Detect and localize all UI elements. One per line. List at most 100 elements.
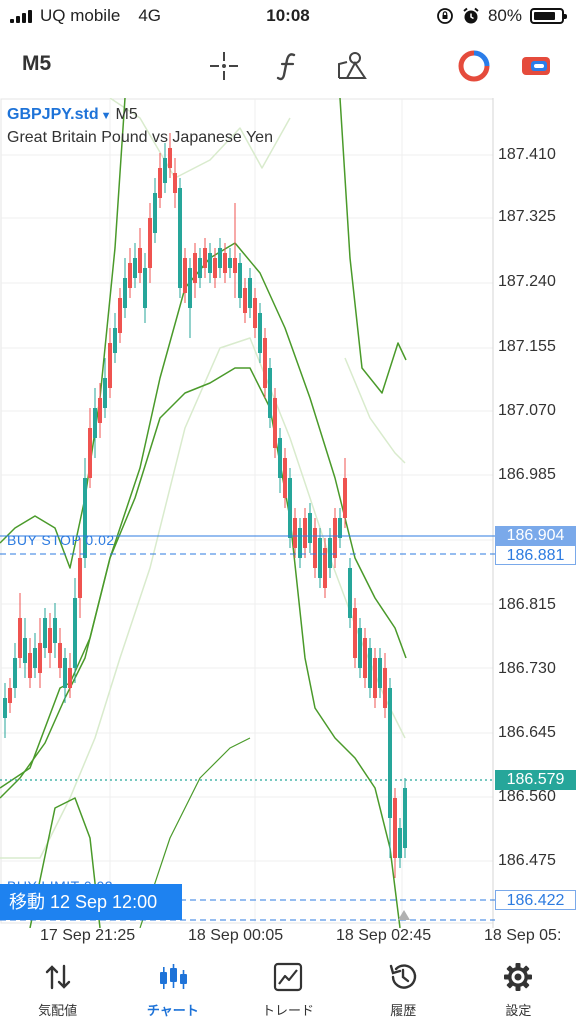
candle — [208, 253, 212, 273]
chart-icon — [156, 960, 190, 994]
price-chart[interactable]: GBPJPY.std ▼ M5 Great Britain Pound vs Jap… — [0, 98, 576, 928]
candle — [288, 478, 292, 538]
candle — [203, 248, 207, 268]
clock: 10:08 — [266, 6, 310, 25]
bollinger-upper-band — [0, 98, 126, 569]
candle — [88, 428, 92, 478]
candle — [8, 688, 12, 703]
candle — [183, 258, 187, 293]
nav-settings[interactable]: 設定 — [461, 946, 576, 1024]
chart-settings-icon[interactable] — [518, 48, 554, 84]
buy-stop-price-box: 186.904 — [495, 526, 576, 546]
candle — [253, 298, 257, 328]
candle — [393, 798, 397, 858]
candle — [223, 253, 227, 273]
signal-icon — [10, 9, 32, 23]
price-axis-label: 187.410 — [498, 146, 556, 163]
candle — [348, 568, 352, 618]
candle — [403, 788, 407, 848]
candle — [368, 648, 372, 688]
candle — [13, 658, 17, 688]
chart-canvas[interactable] — [0, 98, 576, 928]
battery-icon — [530, 8, 567, 24]
battery-percent: 80% — [487, 6, 522, 25]
candle — [343, 478, 347, 518]
symbol-description: Great Britain Pound vs Japanese Yen — [7, 129, 273, 146]
candle — [268, 368, 272, 418]
price-axis-label: 186.645 — [498, 724, 556, 741]
candle — [228, 258, 232, 268]
bollinger-lower-band — [29, 797, 101, 928]
candle — [128, 263, 132, 288]
function-icon[interactable] — [270, 48, 306, 84]
candle — [328, 538, 332, 568]
candle — [38, 643, 42, 673]
candle — [258, 313, 262, 353]
alarm-icon — [463, 7, 479, 24]
bollinger-outer-light — [109, 98, 291, 179]
nav-chart[interactable]: チャート — [115, 946, 230, 1024]
candle — [333, 518, 337, 558]
quotes-icon — [41, 960, 75, 994]
candle — [358, 628, 362, 668]
price-axis-label: 186.815 — [498, 596, 556, 613]
nav-quotes[interactable]: 気配値 — [0, 946, 115, 1024]
nav-label: 履歴 — [390, 1003, 417, 1018]
bollinger-lower-band — [139, 737, 251, 928]
nav-label: 気配値 — [38, 1003, 78, 1018]
candle — [138, 248, 142, 273]
candle — [303, 518, 307, 548]
goto-date-badge[interactable]: 移動 12 Sep 12:00 — [0, 884, 182, 920]
candle — [33, 648, 37, 668]
timeframe-button[interactable]: M5 — [22, 52, 52, 75]
status-right: 80% — [436, 6, 567, 26]
candle — [163, 158, 167, 183]
candle — [73, 598, 77, 668]
price-axis-label: 186.730 — [498, 660, 556, 677]
candle — [113, 328, 117, 353]
settings-icon — [501, 960, 535, 994]
candle — [118, 298, 122, 333]
history-icon — [386, 960, 420, 994]
candle — [153, 193, 157, 233]
candle — [308, 513, 312, 543]
candle — [238, 263, 242, 298]
orientation-lock-icon — [437, 8, 453, 24]
candle — [48, 628, 52, 653]
bottom-navigation: 気配値 チャート トレード 履歴 — [0, 946, 576, 1024]
price-axis-label: 187.155 — [498, 338, 556, 355]
price-axis-label: 187.240 — [498, 273, 556, 290]
candle — [58, 643, 62, 668]
candle — [283, 458, 287, 498]
candle — [178, 188, 182, 288]
candle — [98, 398, 102, 423]
candle — [108, 343, 112, 388]
objects-icon[interactable] — [334, 48, 370, 84]
symbol-dropdown-icon[interactable]: ▼ — [100, 110, 112, 122]
candle — [338, 518, 342, 538]
nav-history[interactable]: 履歴 — [346, 946, 461, 1024]
candle — [198, 258, 202, 278]
candle — [363, 638, 367, 678]
symbol-header[interactable]: GBPJPY.std ▼ M5 — [7, 106, 138, 124]
network-type: 4G — [138, 6, 161, 25]
nav-label: トレード — [262, 1003, 315, 1018]
crosshair-icon[interactable] — [206, 48, 242, 84]
carrier-name: UQ mobile — [40, 6, 121, 25]
candle — [168, 148, 172, 168]
candle — [398, 828, 402, 858]
candle — [273, 398, 277, 448]
candle — [103, 378, 107, 408]
current-price-box: 186.579 — [495, 770, 576, 790]
candle — [188, 268, 192, 308]
trade-signal-icon[interactable] — [456, 48, 492, 84]
candle — [388, 688, 392, 818]
buy-stop-label[interactable]: BUY STOP 0.02 — [7, 532, 115, 548]
price-axis-label: 187.070 — [498, 402, 556, 419]
candle — [383, 668, 387, 708]
price-axis-label: 186.560 — [498, 788, 556, 805]
symbol-name[interactable]: GBPJPY.std — [7, 106, 99, 123]
candle — [158, 168, 162, 198]
buy-stop-level2-box: 186.881 — [495, 545, 576, 565]
nav-trade[interactable]: トレード — [230, 946, 345, 1024]
